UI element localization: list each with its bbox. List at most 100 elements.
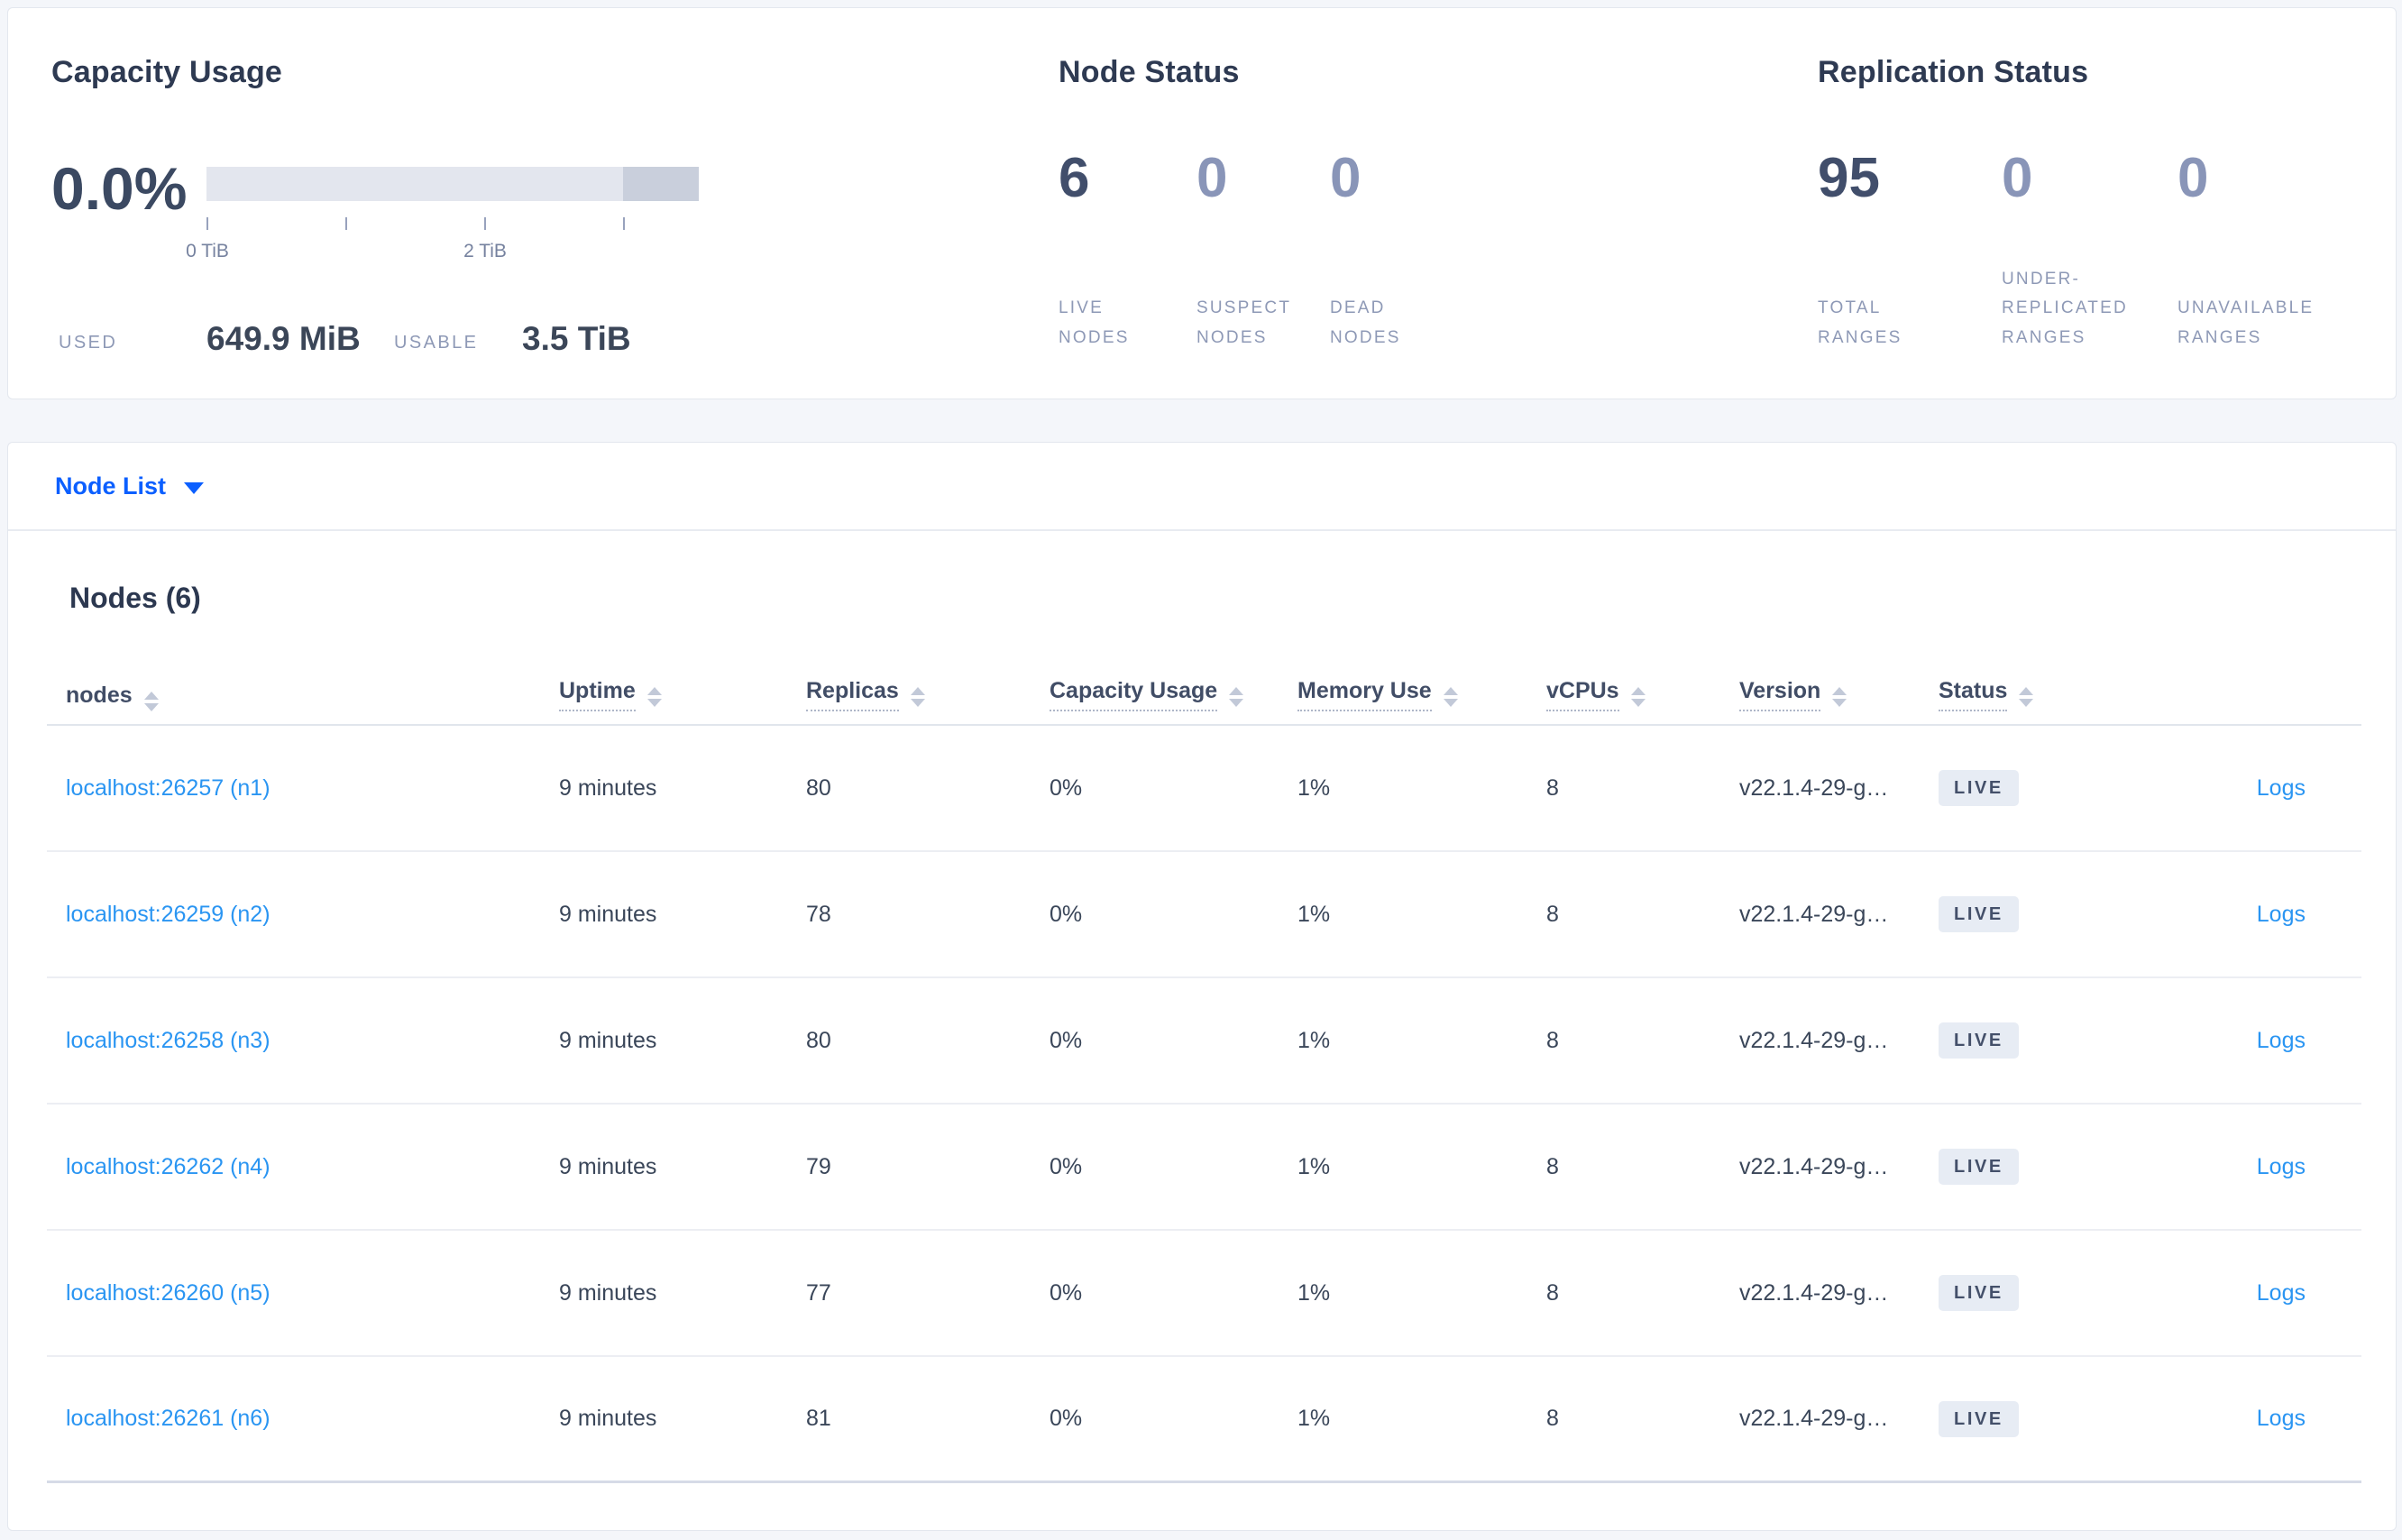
- capacity-cell: 0%: [1050, 1406, 1083, 1431]
- uptime-cell: 9 minutes: [559, 901, 657, 927]
- status-badge: LIVE: [1939, 1022, 2019, 1059]
- memory-cell: 1%: [1297, 901, 1331, 927]
- node-list-dropdown[interactable]: Node List: [55, 472, 205, 500]
- vcpus-cell: 8: [1546, 1406, 1559, 1431]
- capacity-bar-reserved-segment: [623, 167, 699, 201]
- logs-link[interactable]: Logs: [2256, 1279, 2306, 1306]
- memory-cell: 1%: [1297, 1279, 1331, 1306]
- node-link[interactable]: localhost:26261 (n6): [66, 1406, 270, 1431]
- stat-label: UNAVAILABLE RANGES: [2177, 298, 2315, 347]
- uptime-cell: 9 minutes: [559, 1153, 657, 1179]
- vcpus-cell: 8: [1546, 1027, 1559, 1053]
- memory-cell: 1%: [1297, 775, 1331, 801]
- axis-tick-label: 2 TiB: [463, 241, 507, 261]
- version-cell: v22.1.4-29-g…: [1739, 1027, 1889, 1053]
- usable-value: 3.5 TiB: [522, 320, 631, 357]
- axis-tick: [484, 217, 486, 230]
- stat-label: TOTAL RANGES: [1818, 298, 1902, 347]
- status-badge: LIVE: [1939, 1149, 2019, 1185]
- version-cell: v22.1.4-29-g…: [1739, 775, 1889, 801]
- sort-icon: [1832, 687, 1847, 707]
- nodes-heading: Nodes (6): [69, 582, 201, 614]
- capacity-cell: 0%: [1050, 1153, 1083, 1179]
- status-badge: LIVE: [1939, 1275, 2019, 1311]
- stat-value: 0: [2002, 147, 2033, 209]
- memory-cell: 1%: [1297, 1406, 1331, 1431]
- node-link[interactable]: localhost:26259 (n2): [66, 901, 270, 927]
- status-badge: LIVE: [1939, 896, 2019, 932]
- total-ranges-stat: 95 TOTAL RANGES: [1818, 151, 2002, 353]
- vcpus-cell: 8: [1546, 1279, 1559, 1306]
- replicas-cell: 79: [806, 1153, 831, 1179]
- node-link[interactable]: localhost:26258 (n3): [66, 1027, 270, 1053]
- table-row: localhost:26262 (n4) 9 minutes 79 0% 1% …: [47, 1105, 2361, 1231]
- logs-link[interactable]: Logs: [2256, 1406, 2306, 1431]
- version-cell: v22.1.4-29-g…: [1739, 1406, 1889, 1431]
- stat-value: 0: [2177, 147, 2209, 209]
- column-header-replicas[interactable]: Replicas: [806, 678, 1050, 711]
- capacity-cell: 0%: [1050, 1027, 1083, 1053]
- vcpus-cell: 8: [1546, 1153, 1559, 1179]
- table-header-row: nodes Uptime Replicas Capacity Usage Mem…: [47, 678, 2361, 726]
- uptime-cell: 9 minutes: [559, 1279, 657, 1306]
- suspect-nodes-stat: 0 SUSPECT NODES: [1196, 151, 1330, 353]
- uptime-cell: 9 minutes: [559, 1027, 657, 1053]
- replication-status-title: Replication Status: [1818, 55, 2089, 89]
- version-cell: v22.1.4-29-g…: [1739, 1279, 1889, 1306]
- axis-tick-label: 0 TiB: [186, 241, 229, 261]
- replicas-cell: 80: [806, 775, 831, 801]
- sort-icon: [646, 687, 662, 707]
- capacity-usage-title: Capacity Usage: [51, 55, 283, 89]
- replicas-cell: 78: [806, 901, 831, 927]
- logs-link[interactable]: Logs: [2256, 901, 2306, 927]
- logs-link[interactable]: Logs: [2256, 1153, 2306, 1179]
- column-header-version[interactable]: Version: [1739, 678, 1939, 711]
- cluster-summary-card: Capacity Usage 0.0% 0 TiB 2 TiB USED 649…: [7, 7, 2397, 399]
- capacity-cell: 0%: [1050, 1279, 1083, 1306]
- stat-label: UNDER-REPLICATED RANGES: [2002, 270, 2128, 347]
- sort-icon: [1229, 687, 1244, 707]
- table-row: localhost:26258 (n3) 9 minutes 80 0% 1% …: [47, 978, 2361, 1105]
- node-status-title: Node Status: [1059, 55, 1240, 89]
- node-list-toolbar: Node List: [8, 443, 2396, 531]
- sort-icon: [910, 687, 925, 707]
- capacity-usage-bar: [206, 167, 699, 201]
- used-value: 649.9 MiB: [206, 320, 361, 357]
- status-badge: LIVE: [1939, 1400, 2019, 1437]
- status-badge: LIVE: [1939, 770, 2019, 806]
- capacity-cell: 0%: [1050, 775, 1083, 801]
- used-label: USED: [59, 333, 118, 353]
- stat-value: 6: [1059, 147, 1090, 209]
- node-link[interactable]: localhost:26257 (n1): [66, 775, 270, 801]
- table-row: localhost:26259 (n2) 9 minutes 78 0% 1% …: [47, 852, 2361, 978]
- node-link[interactable]: localhost:26262 (n4): [66, 1153, 270, 1179]
- column-header-nodes[interactable]: nodes: [66, 683, 559, 711]
- table-row: localhost:26260 (n5) 9 minutes 77 0% 1% …: [47, 1231, 2361, 1357]
- capacity-usage-percent: 0.0%: [51, 155, 188, 222]
- column-header-capacity-usage[interactable]: Capacity Usage: [1050, 678, 1297, 711]
- column-header-memory-use[interactable]: Memory Use: [1297, 678, 1546, 711]
- axis-tick: [206, 217, 208, 230]
- node-link[interactable]: localhost:26260 (n5): [66, 1279, 270, 1306]
- stat-label: LIVE NODES: [1059, 298, 1130, 347]
- capacity-cell: 0%: [1050, 901, 1083, 927]
- replicas-cell: 80: [806, 1027, 831, 1053]
- table-row: localhost:26261 (n6) 9 minutes 81 0% 1% …: [47, 1357, 2361, 1483]
- stat-label: SUSPECT NODES: [1196, 298, 1291, 347]
- logs-link[interactable]: Logs: [2256, 775, 2306, 801]
- vcpus-cell: 8: [1546, 901, 1559, 927]
- column-header-vcpus[interactable]: vCPUs: [1546, 678, 1739, 711]
- column-header-uptime[interactable]: Uptime: [559, 678, 806, 711]
- replicas-cell: 81: [806, 1406, 831, 1431]
- replicas-cell: 77: [806, 1279, 831, 1306]
- uptime-cell: 9 minutes: [559, 775, 657, 801]
- stat-label: DEAD NODES: [1330, 298, 1401, 347]
- logs-link[interactable]: Logs: [2256, 1027, 2306, 1053]
- stat-value: 95: [1818, 147, 1880, 209]
- axis-tick: [623, 217, 625, 230]
- column-header-status[interactable]: Status: [1939, 678, 2191, 711]
- memory-cell: 1%: [1297, 1027, 1331, 1053]
- dead-nodes-stat: 0 DEAD NODES: [1330, 151, 1483, 353]
- uptime-cell: 9 minutes: [559, 1406, 657, 1431]
- under-replicated-ranges-stat: 0 UNDER-REPLICATED RANGES: [2002, 151, 2177, 353]
